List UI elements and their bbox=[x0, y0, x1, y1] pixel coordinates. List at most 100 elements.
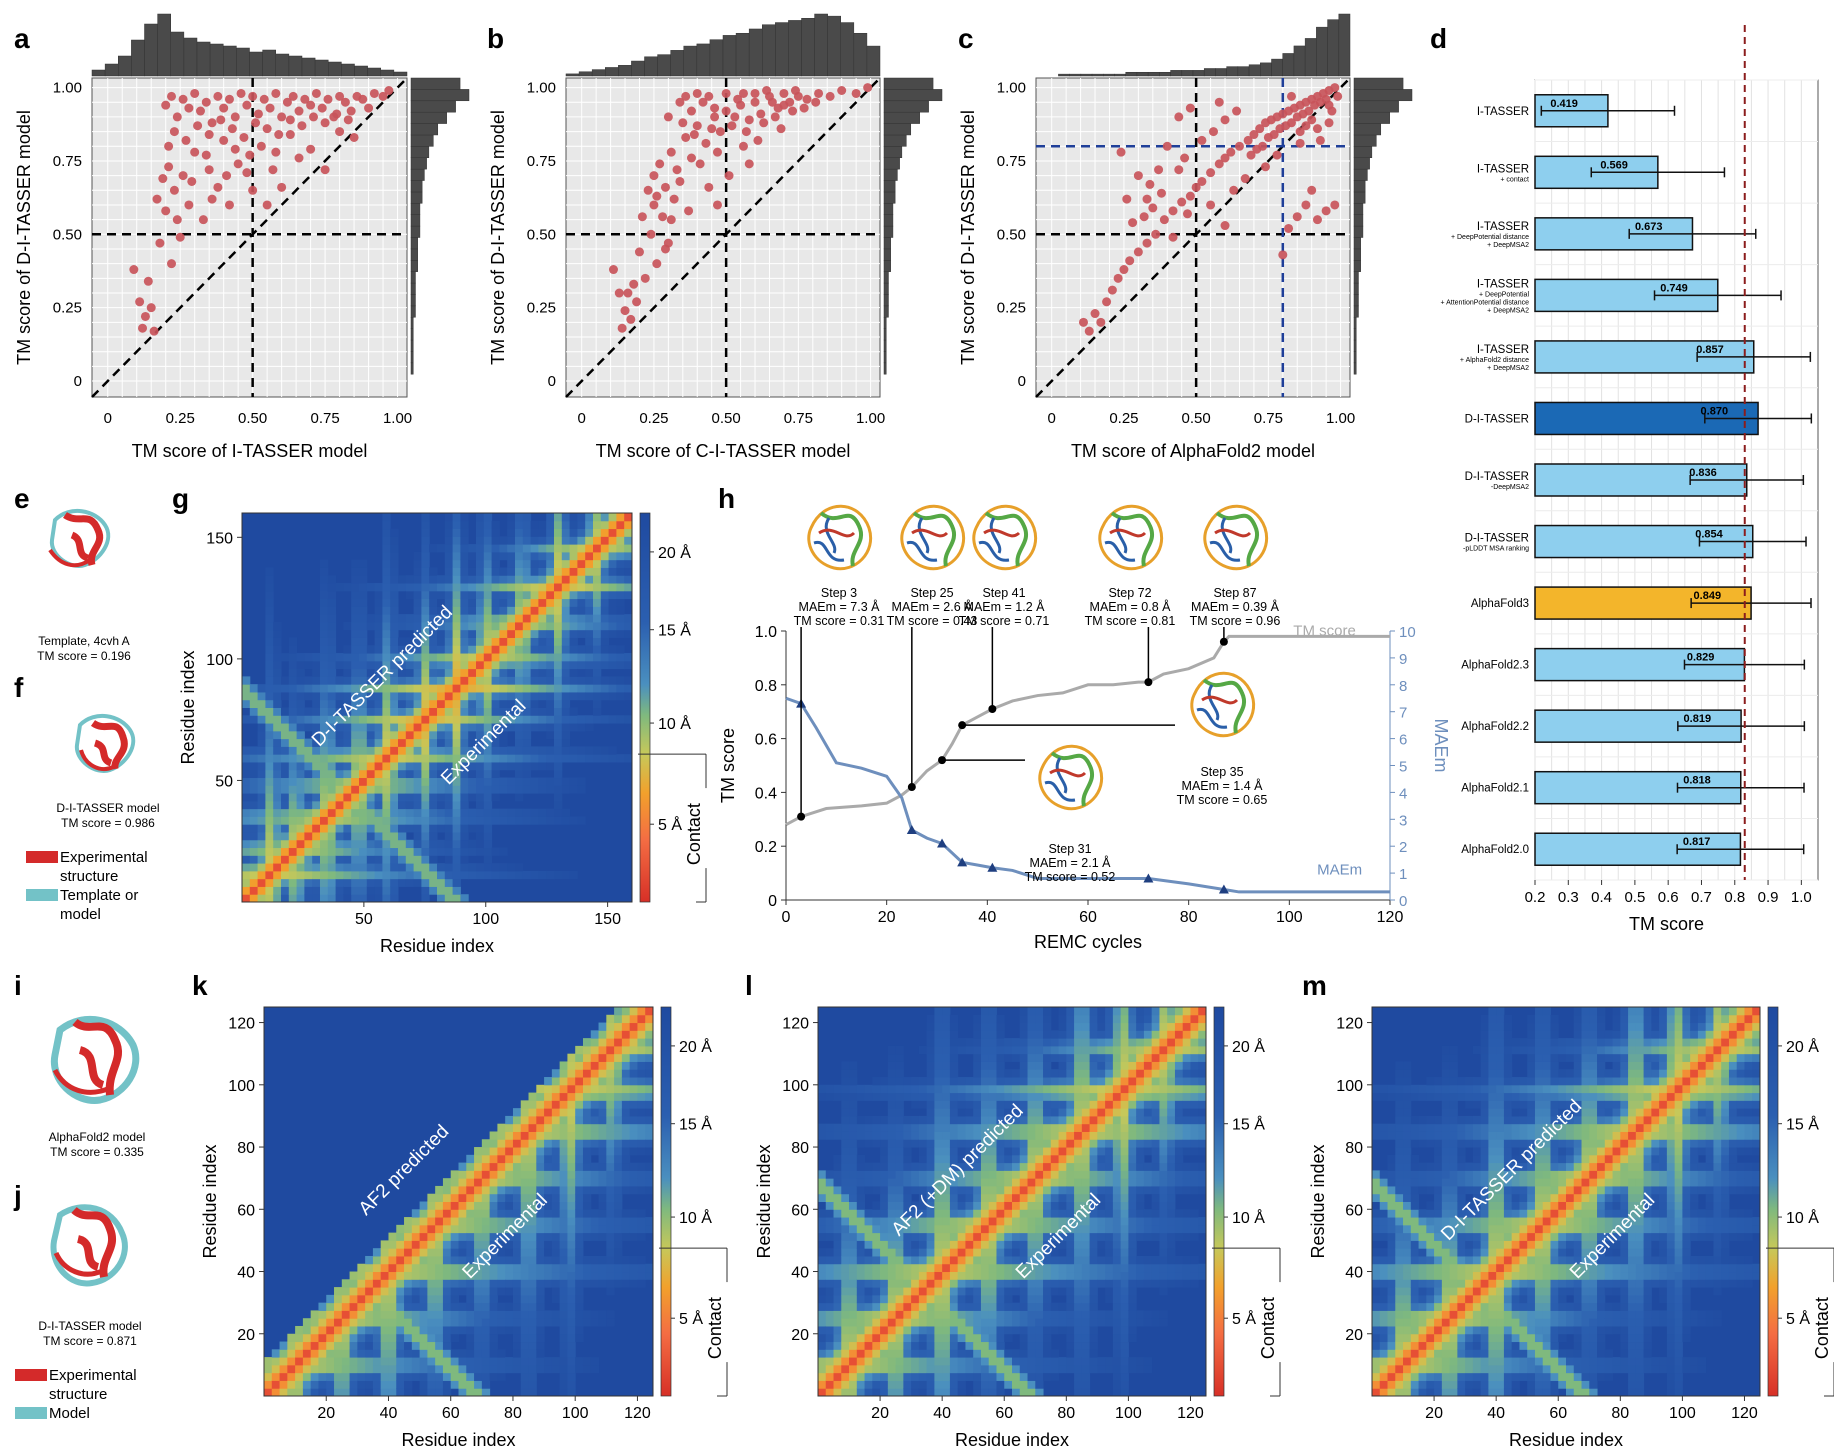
heat-g-cell bbox=[546, 715, 555, 724]
heat-l-cell bbox=[880, 1279, 889, 1288]
heat-l-cell bbox=[825, 1333, 835, 1343]
scatter-b-right-hist-bar bbox=[883, 317, 887, 329]
heat-g-cell bbox=[405, 800, 415, 810]
heat-k-cell bbox=[544, 1240, 553, 1249]
heat-k-cell bbox=[606, 1092, 615, 1101]
heat-g-cell bbox=[265, 606, 274, 615]
heat-g-cell bbox=[398, 847, 407, 856]
heat-l-cell bbox=[887, 1201, 897, 1210]
heat-l-cell bbox=[934, 1147, 943, 1156]
heat-g-cell bbox=[608, 645, 617, 654]
heat-g-cell bbox=[561, 723, 571, 732]
heat-k-cell bbox=[582, 1170, 592, 1179]
heat-g-cell bbox=[382, 831, 391, 841]
heat-g-cell bbox=[491, 754, 500, 763]
heat-l-cell bbox=[965, 1077, 974, 1086]
heat-g-cell bbox=[429, 715, 438, 724]
heat-g-cell bbox=[273, 746, 282, 755]
heat-l-cell bbox=[887, 1388, 897, 1397]
heat-l-cell bbox=[934, 1341, 943, 1350]
heat-g-cell bbox=[351, 800, 360, 810]
heat-k-cell bbox=[505, 1255, 514, 1265]
heat-g-cell bbox=[405, 691, 415, 701]
heat-g-cell bbox=[593, 520, 602, 530]
heat-k-cell bbox=[621, 1092, 631, 1101]
heat-g-cell bbox=[242, 793, 251, 802]
heat-l-cell bbox=[833, 1357, 842, 1366]
heat-k-cell bbox=[435, 1380, 444, 1389]
heat-g-cell bbox=[359, 878, 368, 887]
heat-k-cell bbox=[481, 1178, 491, 1187]
heat-k-cell bbox=[310, 1388, 319, 1397]
scatter-c-point bbox=[1292, 212, 1302, 222]
heat-k-cell bbox=[520, 1100, 530, 1109]
heat-g-cell bbox=[437, 746, 446, 755]
heat-g-cell bbox=[405, 847, 415, 856]
heat-k-cell bbox=[380, 1255, 389, 1265]
heat-g-cell bbox=[374, 583, 383, 592]
heat-g-cell bbox=[491, 761, 500, 771]
heat-l-cell bbox=[957, 1224, 966, 1234]
heat-l-cell bbox=[887, 1255, 897, 1265]
heat-l-cell bbox=[818, 1279, 827, 1288]
heat-g-cell bbox=[600, 629, 610, 638]
heat-g-cell bbox=[366, 621, 376, 631]
heat-k-cell bbox=[442, 1372, 452, 1381]
heat-g-cell bbox=[405, 863, 415, 872]
scatter-a-point bbox=[271, 88, 281, 98]
heat-g-cell bbox=[538, 676, 547, 685]
bar-d-category-label: AlphaFold2.1 bbox=[1461, 783, 1529, 795]
heat-g-cell bbox=[522, 513, 532, 522]
heat-k-cell bbox=[372, 1325, 382, 1335]
heat-g-cell bbox=[421, 645, 430, 654]
heat-g-cell bbox=[515, 520, 524, 530]
heat-k-cell bbox=[279, 1349, 288, 1358]
heat-k-cell bbox=[614, 1123, 623, 1132]
heat-l-cell bbox=[841, 1123, 850, 1132]
heat-l-cell bbox=[988, 1240, 997, 1249]
heat-l-cell bbox=[895, 1053, 904, 1062]
heat-l-cell bbox=[942, 1014, 951, 1024]
heat-l-cell bbox=[911, 1185, 920, 1195]
heat-k-cell bbox=[590, 1108, 600, 1117]
heat-g-cell bbox=[429, 831, 438, 841]
heat-g-cell bbox=[483, 707, 493, 716]
heat-g-cell bbox=[499, 567, 508, 576]
protein-structure-e-image bbox=[48, 508, 111, 568]
heat-k-cell bbox=[567, 1302, 576, 1311]
heat-g-cell bbox=[265, 699, 274, 708]
heat-g-cell bbox=[538, 746, 547, 755]
heat-g-cell bbox=[561, 808, 571, 817]
heat-l-cell bbox=[895, 1372, 904, 1381]
heat-g-cell bbox=[515, 614, 524, 623]
scatter-c-point bbox=[1240, 174, 1250, 184]
heat-k-cell bbox=[372, 1279, 382, 1288]
heat-k-cell bbox=[536, 1193, 545, 1202]
heat-g-cell bbox=[491, 723, 500, 732]
heat-g-cell bbox=[569, 715, 578, 724]
heat-l-cell bbox=[895, 1084, 904, 1094]
heat-l-cell bbox=[841, 1069, 850, 1078]
scatter-b-top-hist-bar bbox=[696, 43, 711, 77]
heat-g-cell bbox=[608, 746, 617, 755]
heat-l-cell bbox=[942, 1193, 951, 1202]
scatter-a-point bbox=[169, 185, 179, 195]
heat-g-cell bbox=[616, 691, 625, 701]
heat-g-cell bbox=[600, 754, 610, 763]
heat-k-cell bbox=[318, 1310, 327, 1319]
heat-g-cell bbox=[288, 855, 298, 864]
heat-g-cell bbox=[554, 668, 563, 677]
heat-g-cell bbox=[390, 598, 399, 607]
heat-l-cell bbox=[926, 1084, 935, 1094]
heat-l-cell bbox=[918, 1333, 928, 1343]
scatter-c-point bbox=[1321, 206, 1331, 216]
heat-l-cell bbox=[911, 1217, 920, 1226]
heat-g-cell bbox=[546, 684, 555, 693]
heat-l-cell bbox=[996, 1333, 1005, 1343]
heat-k-cell bbox=[559, 1185, 568, 1195]
heat-k-cell bbox=[629, 1131, 638, 1140]
heat-k-cell bbox=[598, 1123, 607, 1132]
scatter-b-point bbox=[681, 132, 691, 142]
heat-k-cell bbox=[458, 1162, 467, 1171]
heat-g-cell bbox=[320, 831, 329, 841]
